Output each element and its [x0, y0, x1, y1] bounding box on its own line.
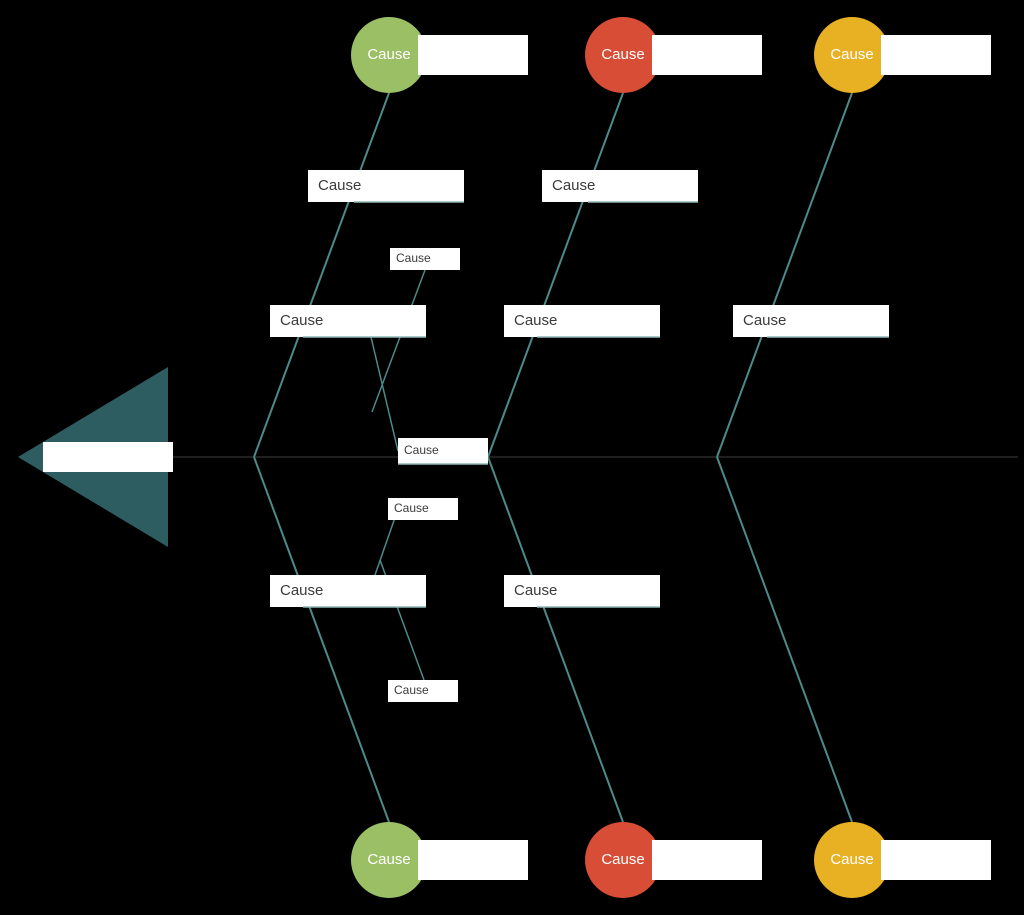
subcause-t1-sub-end-label: Cause: [404, 443, 439, 457]
category-top-red-box: [652, 35, 762, 75]
category-top-yellow-label: Cause: [830, 46, 873, 63]
problem-label: The Problem: [65, 448, 151, 465]
bone-bot-3: [717, 457, 852, 822]
subcause-t1-a-label: Cause: [318, 177, 361, 194]
subcause-t2-a-label: Cause: [552, 177, 595, 194]
subcause-b2-a-label: Cause: [514, 582, 557, 599]
category-top-red-label: Cause: [601, 46, 644, 63]
category-bot-yellow-box: [881, 840, 991, 880]
subcause-b1-sub-top-label: Cause: [394, 501, 429, 515]
category-bot-green-box: [418, 840, 528, 880]
t1-sub-mid-connector: [372, 270, 425, 412]
subcause-t1-b-label: Cause: [280, 312, 323, 329]
category-top-green-box: [418, 35, 528, 75]
subcause-t2-b-label: Cause: [514, 312, 557, 329]
subcause-t3-b-label: Cause: [743, 312, 786, 329]
category-bot-red-box: [652, 840, 762, 880]
subcause-t1-sub-mid-label: Cause: [396, 251, 431, 265]
category-top-yellow-box: [881, 35, 991, 75]
bone-top-3: [717, 93, 852, 457]
bone-bot-2: [488, 457, 623, 822]
subcause-b1-a-label: Cause: [280, 582, 323, 599]
category-bot-green-label: Cause: [367, 851, 410, 868]
subcause-b1-sub-bot-label: Cause: [394, 683, 429, 697]
category-bot-yellow-label: Cause: [830, 851, 873, 868]
bone-bot-1: [254, 457, 389, 822]
category-bot-red-label: Cause: [601, 851, 644, 868]
fishbone-diagram: The Problem Cause Cause Cause Cause Cause Caus…: [0, 0, 1024, 915]
category-top-green-label: Cause: [367, 46, 410, 63]
bone-top-2: [488, 93, 623, 457]
bone-top-1: [254, 93, 389, 457]
